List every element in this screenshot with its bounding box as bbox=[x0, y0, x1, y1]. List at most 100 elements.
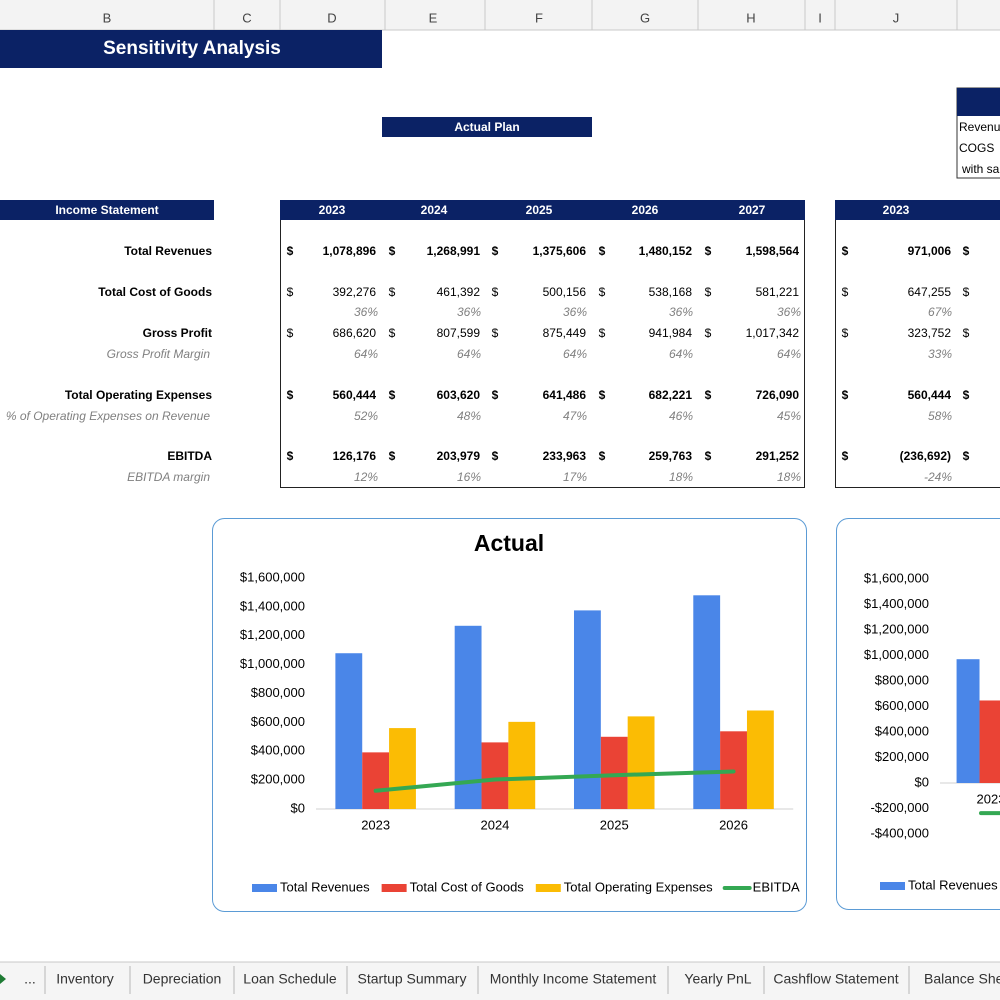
currency-symbol: $ bbox=[389, 449, 396, 463]
column-header[interactable]: G bbox=[640, 10, 650, 25]
sheet-tab[interactable]: Yearly PnL bbox=[684, 971, 751, 987]
bar bbox=[627, 716, 655, 809]
column-header[interactable]: C bbox=[242, 10, 251, 25]
column-header[interactable]: H bbox=[746, 10, 755, 25]
legend-label: Total Revenues bbox=[280, 879, 370, 894]
cell-value: 64% bbox=[669, 347, 693, 361]
side-note-line: Revenue bbox=[959, 120, 1000, 134]
currency-symbol: $ bbox=[492, 326, 499, 340]
cell-value: 1,017,342 bbox=[746, 326, 800, 340]
year-header: 2023 bbox=[883, 203, 910, 217]
legend-swatch bbox=[252, 884, 277, 892]
sheet-tab[interactable]: Startup Summary bbox=[358, 971, 467, 987]
bar bbox=[573, 610, 601, 809]
cell-value: 941,984 bbox=[649, 326, 693, 340]
bar bbox=[956, 659, 980, 783]
currency-symbol: $ bbox=[963, 388, 970, 402]
column-header[interactable]: E bbox=[429, 10, 438, 25]
y-tick-label: $1,400,000 bbox=[864, 596, 929, 611]
bar bbox=[454, 625, 482, 809]
side-note-header bbox=[957, 88, 1000, 116]
currency-symbol: $ bbox=[389, 244, 396, 258]
column-header[interactable]: D bbox=[327, 10, 336, 25]
y-tick-label: $1,200,000 bbox=[240, 627, 305, 642]
cell-value: 67% bbox=[928, 305, 952, 319]
cell-value: 392,276 bbox=[333, 285, 377, 299]
currency-symbol: $ bbox=[599, 388, 606, 402]
currency-symbol: $ bbox=[842, 388, 849, 402]
cell-value: 647,255 bbox=[908, 285, 952, 299]
currency-symbol: $ bbox=[492, 449, 499, 463]
cell-value: (236,692) bbox=[900, 449, 951, 463]
legend-swatch bbox=[880, 882, 905, 890]
year-header: 2025 bbox=[526, 203, 553, 217]
ratio-label: EBITDA margin bbox=[127, 470, 210, 484]
bar bbox=[389, 728, 416, 809]
currency-symbol: $ bbox=[842, 326, 849, 340]
bar bbox=[746, 710, 774, 809]
currency-symbol: $ bbox=[963, 449, 970, 463]
sheet-tab[interactable]: Monthly Income Statement bbox=[490, 971, 657, 987]
currency-symbol: $ bbox=[842, 285, 849, 299]
scroll-arrow[interactable] bbox=[0, 974, 6, 984]
bar bbox=[600, 736, 628, 809]
currency-symbol: $ bbox=[492, 388, 499, 402]
cell-value: 603,620 bbox=[437, 388, 481, 402]
currency-symbol: $ bbox=[842, 244, 849, 258]
column-header[interactable]: I bbox=[818, 10, 822, 25]
cell-value: 1,078,896 bbox=[323, 244, 377, 258]
cell-value: -24% bbox=[924, 470, 952, 484]
cell-value: 33% bbox=[928, 347, 952, 361]
y-tick-label: $200,000 bbox=[875, 749, 929, 764]
sheet-tab[interactable]: Cashflow Statement bbox=[773, 971, 898, 987]
currency-symbol: $ bbox=[287, 244, 294, 258]
sheet-tab[interactable]: Inventory bbox=[56, 971, 114, 987]
x-tick-label: 2024 bbox=[480, 817, 509, 832]
chart-title: Actual bbox=[474, 530, 544, 556]
y-tick-label: -$200,000 bbox=[870, 800, 929, 815]
legend-label: Total Revenues bbox=[908, 877, 998, 892]
currency-symbol: $ bbox=[705, 326, 712, 340]
plan-banner bbox=[382, 117, 592, 137]
currency-symbol: $ bbox=[705, 285, 712, 299]
column-header[interactable]: B bbox=[103, 10, 112, 25]
currency-symbol: $ bbox=[963, 244, 970, 258]
currency-symbol: $ bbox=[599, 244, 606, 258]
cell-value: 36% bbox=[563, 305, 587, 319]
cell-value: 64% bbox=[457, 347, 481, 361]
cell-value: 126,176 bbox=[333, 449, 377, 463]
sheet-tab[interactable]: Balance Sheet bbox=[924, 971, 1000, 987]
bar bbox=[508, 721, 536, 809]
column-header[interactable]: J bbox=[893, 10, 900, 25]
cell-value: 36% bbox=[354, 305, 378, 319]
legend-swatch bbox=[381, 884, 407, 892]
cell-value: 581,221 bbox=[756, 285, 800, 299]
y-tick-label: $800,000 bbox=[875, 672, 929, 687]
y-tick-label: $0 bbox=[291, 800, 305, 815]
year-header: 2027 bbox=[739, 203, 766, 217]
cell-value: 58% bbox=[928, 409, 952, 423]
legend-swatch bbox=[535, 884, 561, 892]
currency-symbol: $ bbox=[389, 326, 396, 340]
y-tick-label: $1,600,000 bbox=[864, 570, 929, 585]
column-header-bar bbox=[0, 0, 1000, 30]
bar bbox=[335, 653, 363, 809]
alt-table-header bbox=[835, 200, 1000, 220]
cell-value: 726,090 bbox=[756, 388, 800, 402]
cell-value: 1,480,152 bbox=[639, 244, 693, 258]
cell-value: 875,449 bbox=[543, 326, 587, 340]
y-tick-label: $1,200,000 bbox=[864, 621, 929, 636]
title-banner bbox=[0, 30, 382, 68]
currency-symbol: $ bbox=[599, 285, 606, 299]
cell-value: 18% bbox=[777, 470, 801, 484]
sheet-tab[interactable]: Depreciation bbox=[143, 971, 222, 987]
cell-value: 12% bbox=[354, 470, 378, 484]
sheet-tab[interactable]: ... bbox=[24, 971, 36, 987]
sheet-tab[interactable]: Loan Schedule bbox=[243, 971, 337, 987]
currency-symbol: $ bbox=[705, 388, 712, 402]
row-label: Total Cost of Goods bbox=[98, 285, 212, 299]
column-header[interactable]: F bbox=[535, 10, 543, 25]
bar bbox=[362, 752, 390, 809]
chart-frame bbox=[212, 518, 807, 912]
currency-symbol: $ bbox=[705, 244, 712, 258]
